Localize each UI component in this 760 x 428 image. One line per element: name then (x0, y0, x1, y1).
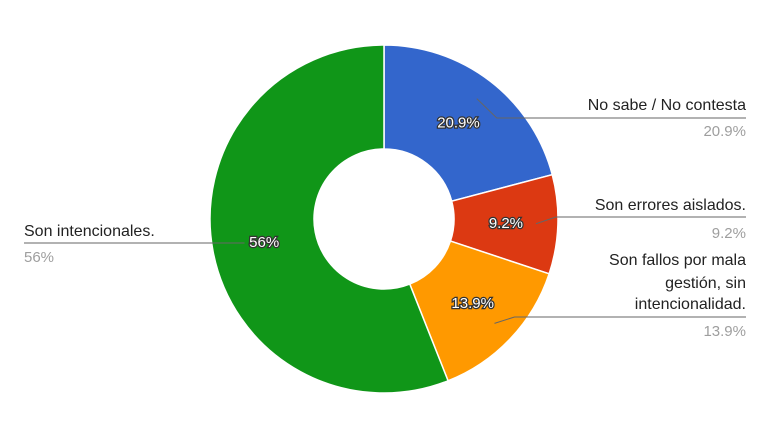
slice-name-label: No sabe / No contesta (588, 97, 746, 114)
slice-percent-label: 20.9% (437, 114, 480, 131)
slice-0 (383, 44, 554, 203)
leader-line (494, 316, 746, 324)
leader-line (476, 98, 746, 119)
slice-name-label: Son fallos por mala (609, 252, 746, 269)
slice-3 (209, 44, 450, 394)
leader-line (535, 216, 746, 225)
slice-percent-label: 56% (249, 234, 279, 251)
slice-2 (408, 240, 551, 382)
slice-name-label: gestión, sin (665, 275, 746, 292)
labels: 20.9% 9.2% 13.9% 56% No sabe / No contesta 20… (24, 97, 746, 340)
slice-value-label: 13.9% (703, 323, 746, 340)
slice-value-label: 56% (24, 249, 54, 266)
slice-value-label: 9.2% (712, 225, 746, 242)
slice-name-label: Son errores aislados. (595, 197, 746, 214)
slice-value-label: 20.9% (703, 123, 746, 140)
slice-percent-label: 9.2% (489, 215, 523, 232)
donut-slices (209, 44, 559, 394)
slice-name-label: Son intencionales. (24, 223, 155, 240)
leader-lines (24, 98, 746, 324)
slice-percent-label: 13.9% (451, 295, 494, 312)
slice-name-label: intencionalidad. (635, 296, 746, 313)
